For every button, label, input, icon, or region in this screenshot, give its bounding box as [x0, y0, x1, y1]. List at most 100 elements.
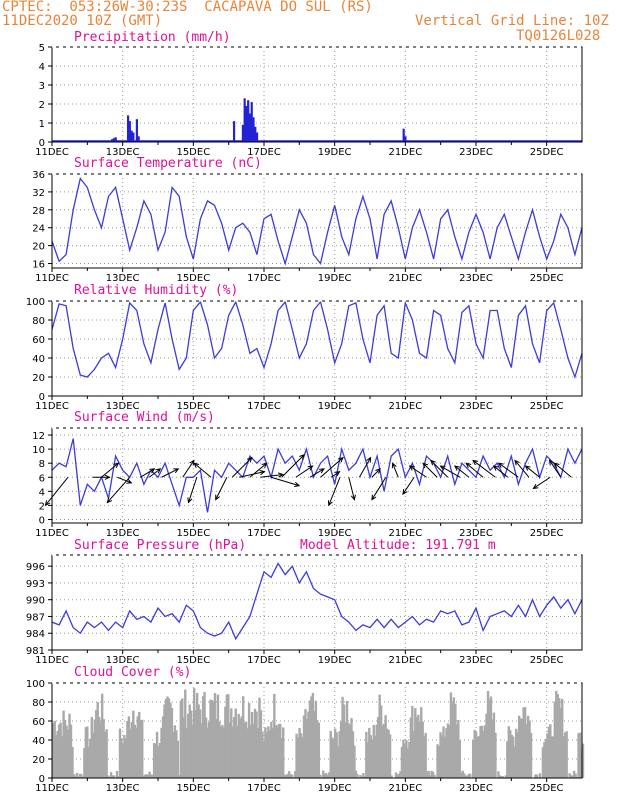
wind-arrow: [215, 477, 228, 500]
temp-title: Surface Temperature (nC): [74, 156, 262, 171]
pres-xtick-label: 11DEC: [35, 655, 69, 666]
rh-xtick-label: 13DEC: [106, 401, 140, 412]
cloud-bar: [394, 772, 398, 778]
wind-arrowhead: [215, 494, 220, 501]
pres-xtick-label: 25DEC: [530, 655, 564, 666]
pres-title: Surface Pressure (hPa): [74, 538, 247, 553]
cloud-bar: [569, 775, 573, 778]
cloud-bar: [449, 692, 453, 778]
cloud-bar: [207, 722, 211, 778]
wind-arrow: [193, 462, 212, 478]
precip-ytick-label: 2: [39, 100, 45, 111]
cloud-bar: [72, 774, 76, 778]
cloud-bar: [138, 711, 141, 778]
cloud-bar: [252, 723, 255, 778]
wind-arrow: [422, 462, 438, 478]
precip-ytick-label: 4: [39, 62, 45, 73]
cloud-bar: [547, 726, 551, 778]
cloud-bar: [390, 775, 393, 778]
wind-arrow: [409, 465, 427, 478]
header-code: TQ0126L028: [516, 28, 601, 44]
wind-arrow: [440, 465, 461, 478]
cloud-bar: [405, 740, 408, 778]
cloud-bar: [164, 698, 168, 778]
cloud-bar: [525, 724, 528, 778]
cloud-xtick-label: 17DEC: [247, 783, 281, 794]
wind-arrow: [140, 468, 155, 478]
wind-arrowhead: [454, 465, 460, 471]
wind-arrowhead: [439, 465, 446, 471]
cloud-bar: [290, 774, 294, 778]
cloud-bar: [289, 773, 292, 778]
temp-ytick-label: 32: [32, 188, 45, 199]
cloud-xtick-label: 11DEC: [35, 783, 69, 794]
cloud-bar: [326, 775, 329, 778]
cloud-bar: [388, 734, 392, 778]
cloud-xtick-label: 15DEC: [176, 783, 210, 794]
temp-xtick-label: 13DEC: [106, 273, 140, 284]
cloud-bar: [95, 709, 98, 778]
cloud-bar: [348, 724, 352, 778]
wind-ytick-label: 0: [39, 515, 45, 526]
cloud-bar: [411, 705, 414, 778]
cloud-bar: [494, 732, 497, 778]
cloud-bar: [99, 722, 102, 778]
precip-bar: [114, 137, 117, 142]
cloud-bar: [172, 731, 175, 778]
cloud-bar: [204, 717, 208, 778]
wind-arrowhead: [193, 462, 200, 469]
cloud-bar: [387, 729, 390, 778]
cloud-bar: [374, 735, 377, 778]
cloud-xtick-label: 19DEC: [318, 783, 352, 794]
cloud-bar: [356, 774, 359, 778]
wind-arrow: [430, 460, 449, 478]
temp-ytick-label: 28: [32, 206, 45, 217]
cloud-bar: [353, 745, 356, 778]
wind-arrow: [525, 465, 540, 478]
cloud-bar: [420, 707, 423, 778]
cloud-bar: [552, 736, 555, 778]
cloud-bar: [215, 719, 218, 778]
cloud-bar: [553, 701, 556, 778]
temp-ytick-label: 24: [32, 224, 45, 235]
cloud-bar: [522, 707, 525, 778]
cloud-bar: [339, 721, 343, 778]
wind-arrow: [348, 477, 355, 500]
wind-arrowhead: [514, 459, 520, 466]
wind-arrowhead: [472, 459, 479, 466]
cloud-bar: [415, 717, 418, 778]
wind-arrow: [514, 460, 530, 478]
cloud-bar: [276, 726, 279, 778]
cloud-bar: [59, 722, 62, 778]
rh-frame: [51, 300, 583, 397]
cloud-bar: [149, 774, 153, 778]
wind-arrow: [533, 476, 551, 489]
cloud-bar: [284, 775, 288, 778]
cloud-bar: [372, 724, 375, 778]
wind-arrowhead: [548, 459, 555, 466]
wind-arrow: [549, 460, 562, 478]
wind-arrow: [328, 477, 341, 506]
cloud-bar: [574, 773, 577, 778]
cloud-bar: [543, 742, 546, 778]
cloud-bar: [264, 727, 267, 778]
cloud-bar: [464, 775, 467, 778]
cloud-bar: [347, 723, 350, 778]
cloud-bar: [287, 771, 291, 778]
precip-bar: [250, 102, 253, 142]
rh-ytick-label: 100: [26, 297, 45, 308]
cloud-bar: [141, 719, 144, 778]
wind-arrow: [249, 462, 267, 478]
cloud-bar: [135, 727, 138, 778]
wind-arrow: [260, 473, 283, 478]
cloud-bar: [243, 722, 246, 778]
cloud-bar: [154, 743, 157, 778]
cloud-bar: [311, 692, 315, 778]
pres-ytick-label: 996: [26, 562, 45, 573]
cloud-bar: [563, 732, 567, 778]
rh-ytick-label: 80: [32, 316, 45, 327]
wind-xtick-label: 21DEC: [388, 528, 422, 539]
wind-ytick-label: 8: [39, 459, 45, 470]
cloud-bar: [227, 694, 230, 778]
wind-arrowhead: [187, 497, 193, 504]
